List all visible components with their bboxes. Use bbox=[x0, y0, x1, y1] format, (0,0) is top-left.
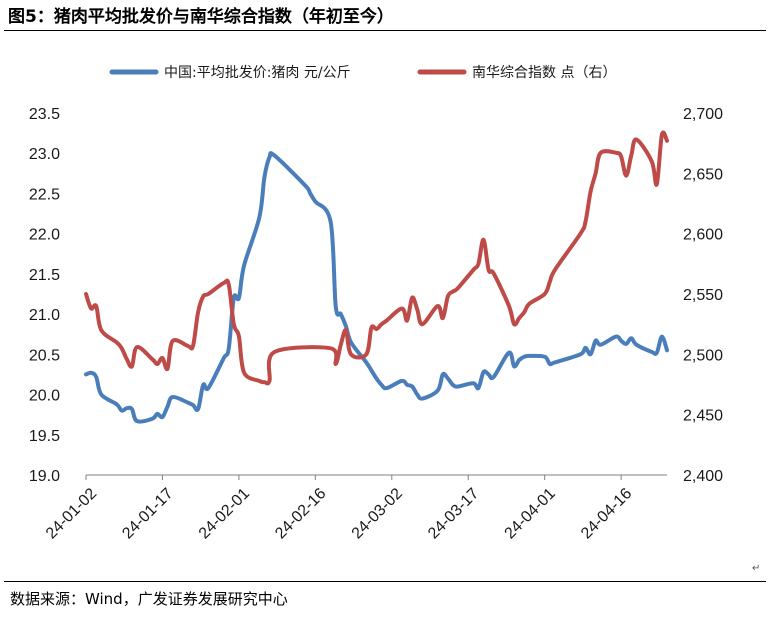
nanhua-index-series-line bbox=[84, 130, 669, 386]
right-y-tick-label: 2,450 bbox=[683, 408, 723, 425]
x-tick-label: 24-03-02 bbox=[349, 485, 406, 542]
left-y-tick-label: 23.0 bbox=[29, 146, 60, 163]
x-tick-label: 24-04-01 bbox=[502, 485, 559, 542]
top-rule bbox=[4, 30, 766, 31]
bottom-rule bbox=[4, 581, 766, 582]
legend-pork-label: 中国:平均批发价:猪肉 元/公斤 bbox=[164, 65, 351, 81]
x-tick-label: 24-02-01 bbox=[196, 485, 253, 542]
right-y-tick-label: 2,700 bbox=[683, 106, 723, 123]
left-y-tick-label: 20.5 bbox=[29, 347, 60, 364]
x-tick-label: 24-01-17 bbox=[119, 485, 176, 542]
left-y-tick-label: 22.5 bbox=[29, 186, 60, 203]
pork-price-series-line bbox=[84, 151, 669, 424]
right-y-tick-label: 2,500 bbox=[683, 347, 723, 364]
left-y-tick-label: 21.0 bbox=[29, 307, 60, 324]
x-tick-label: 24-04-16 bbox=[578, 485, 635, 542]
paragraph-mark: ↵ bbox=[752, 563, 761, 574]
left-y-tick-label: 22.0 bbox=[29, 227, 60, 244]
source-note: 数据来源：Wind，广发证券发展研究中心 bbox=[10, 590, 288, 608]
right-y-tick-label: 2,600 bbox=[683, 227, 723, 244]
left-y-tick-label: 19.5 bbox=[29, 428, 60, 445]
x-tick-label: 24-01-02 bbox=[43, 485, 100, 542]
right-y-tick-label: 2,550 bbox=[683, 287, 723, 304]
left-y-tick-label: 20.0 bbox=[29, 388, 60, 405]
left-y-tick-label: 23.5 bbox=[29, 106, 60, 123]
legend-nanhua-label: 南华综合指数 点（右） bbox=[472, 65, 616, 81]
figure-title: 图5：猪肉平均批发价与南华综合指数（年初至今） bbox=[8, 7, 394, 27]
left-y-tick-label: 21.5 bbox=[29, 267, 60, 284]
right-y-tick-label: 2,400 bbox=[683, 468, 723, 485]
x-tick-label: 24-03-17 bbox=[425, 485, 482, 542]
x-tick-label: 24-02-16 bbox=[272, 485, 329, 542]
left-y-tick-label: 19.0 bbox=[29, 468, 60, 485]
right-y-tick-label: 2,650 bbox=[683, 166, 723, 183]
